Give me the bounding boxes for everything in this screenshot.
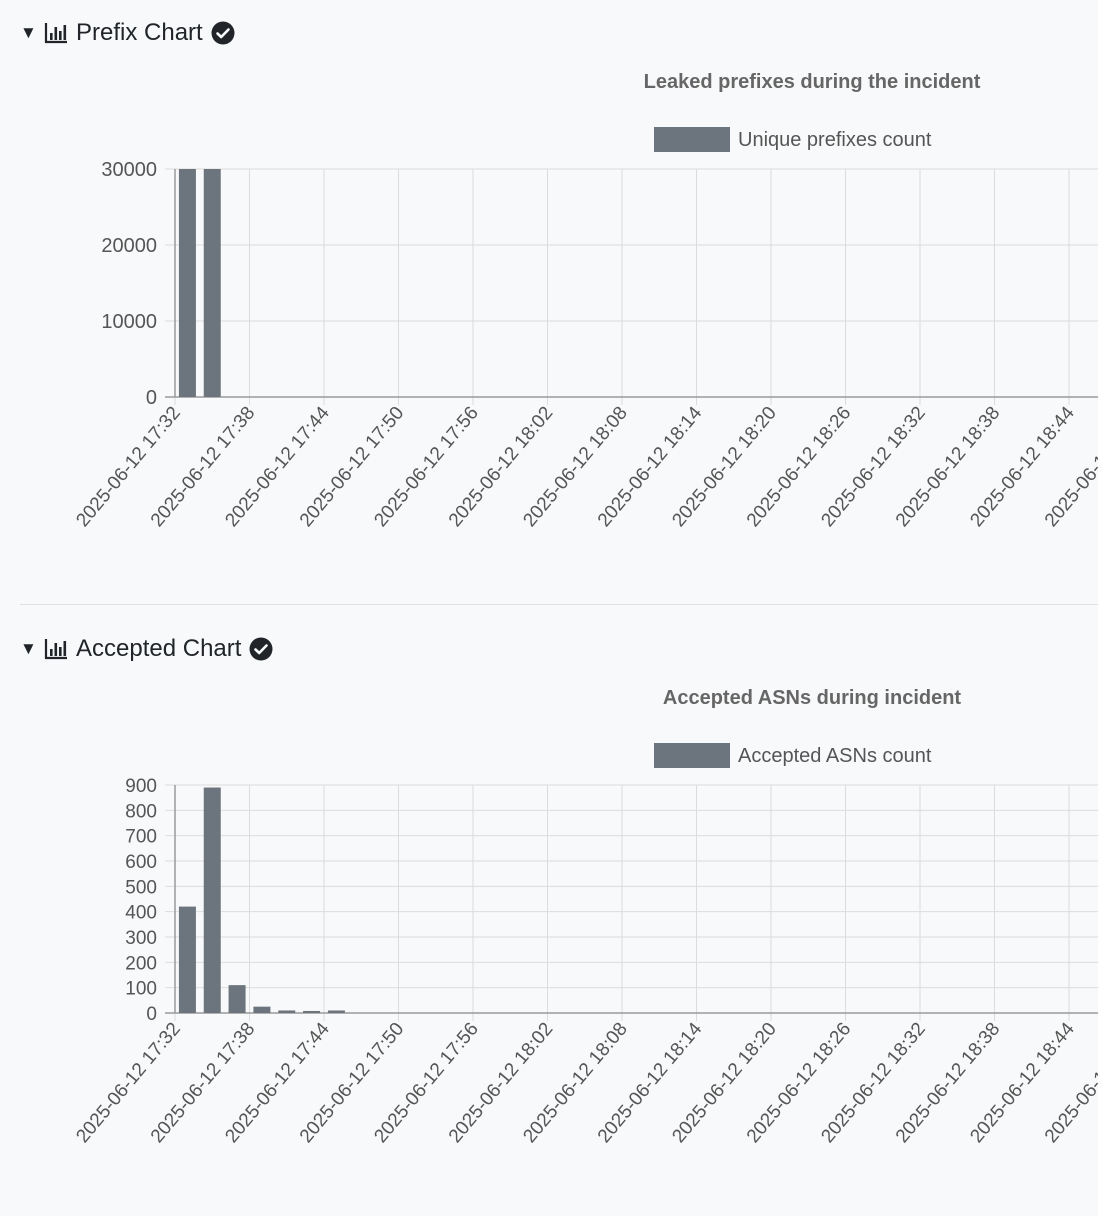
y-tick-label: 900 [125, 776, 157, 797]
bar-chart-icon [44, 23, 67, 44]
y-tick-label: 0 [146, 1004, 157, 1025]
bar [253, 1006, 271, 1013]
bar-chart-icon [44, 639, 67, 660]
accepted-chart-toggle[interactable]: ▼ Accepted Chart [20, 632, 273, 666]
legend-swatch [654, 743, 730, 768]
prefix-chart-toggle[interactable]: ▼ Prefix Chart [20, 16, 235, 50]
bar [203, 169, 221, 397]
y-tick-label: 800 [125, 801, 157, 822]
bar [178, 906, 196, 1013]
y-tick-label: 0 [146, 387, 157, 409]
bar [178, 169, 196, 397]
y-tick-label: 100 [125, 979, 157, 1000]
y-tick-label: 400 [125, 903, 157, 924]
legend-swatch [654, 127, 730, 152]
bar [228, 985, 246, 1013]
check-circle-icon [211, 21, 235, 45]
check-circle-icon [249, 637, 273, 661]
y-tick-label: 10000 [101, 311, 157, 333]
section-divider [20, 604, 1098, 605]
y-tick-label: 300 [125, 928, 157, 949]
y-tick-label: 600 [125, 852, 157, 873]
bar [327, 1010, 345, 1013]
prefix-chart: Leaked prefixes during the incident Uniqu… [72, 71, 1098, 531]
y-tick-label: 500 [125, 877, 157, 898]
bar [278, 1010, 296, 1013]
y-tick-label: 20000 [101, 235, 157, 257]
bar [303, 1010, 321, 1013]
chart-title: Accepted ASNs during incident [663, 687, 962, 709]
accepted-chart: Accepted ASNs during incident Accepted AS… [72, 687, 1098, 1147]
y-tick-label: 200 [125, 953, 157, 974]
legend-label: Accepted ASNs count [738, 745, 932, 767]
y-tick-label: 700 [125, 827, 157, 848]
legend-label: Unique prefixes count [738, 129, 932, 151]
triangle-down-icon: ▼ [20, 639, 37, 658]
bar [203, 787, 221, 1013]
y-tick-label: 30000 [101, 159, 157, 181]
section-title: Accepted Chart [76, 635, 242, 662]
triangle-down-icon: ▼ [20, 23, 37, 42]
section-title: Prefix Chart [76, 19, 203, 46]
chart-title: Leaked prefixes during the incident [644, 71, 981, 93]
